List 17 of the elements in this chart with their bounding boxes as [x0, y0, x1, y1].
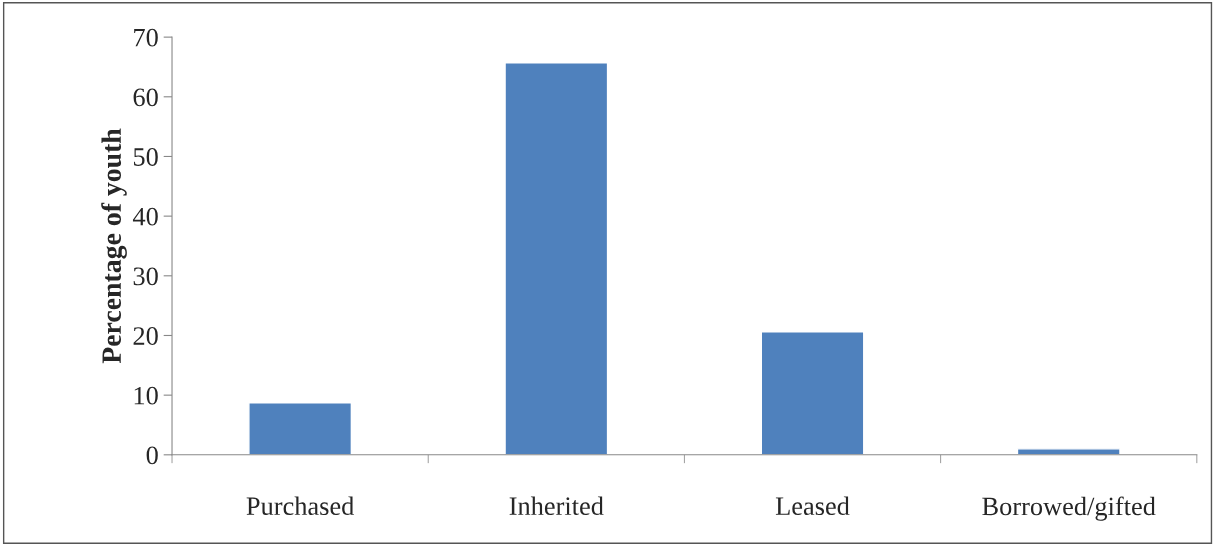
y-axis-title: Percentage of youth: [101, 128, 127, 364]
x-tick-label: Purchased: [246, 496, 355, 516]
bar: [504, 62, 609, 455]
y-tick-label: 40: [132, 207, 158, 226]
bar: [1016, 448, 1121, 455]
y-tick-label: 60: [133, 88, 158, 107]
y-tick-label: 20: [133, 327, 158, 345]
x-tick-label: Borrowed/gifted: [982, 496, 1156, 521]
y-tick-label: 50: [133, 148, 158, 166]
x-tick-label: Leased: [775, 496, 850, 516]
y-tick-label: 0: [146, 446, 158, 465]
bar: [760, 331, 865, 455]
y-tick-label: 30: [133, 267, 158, 286]
y-tick-label: 10: [134, 386, 158, 405]
y-tick-label: 70: [134, 28, 158, 47]
x-tick-label: Inherited: [509, 496, 604, 516]
bar: [248, 402, 353, 455]
